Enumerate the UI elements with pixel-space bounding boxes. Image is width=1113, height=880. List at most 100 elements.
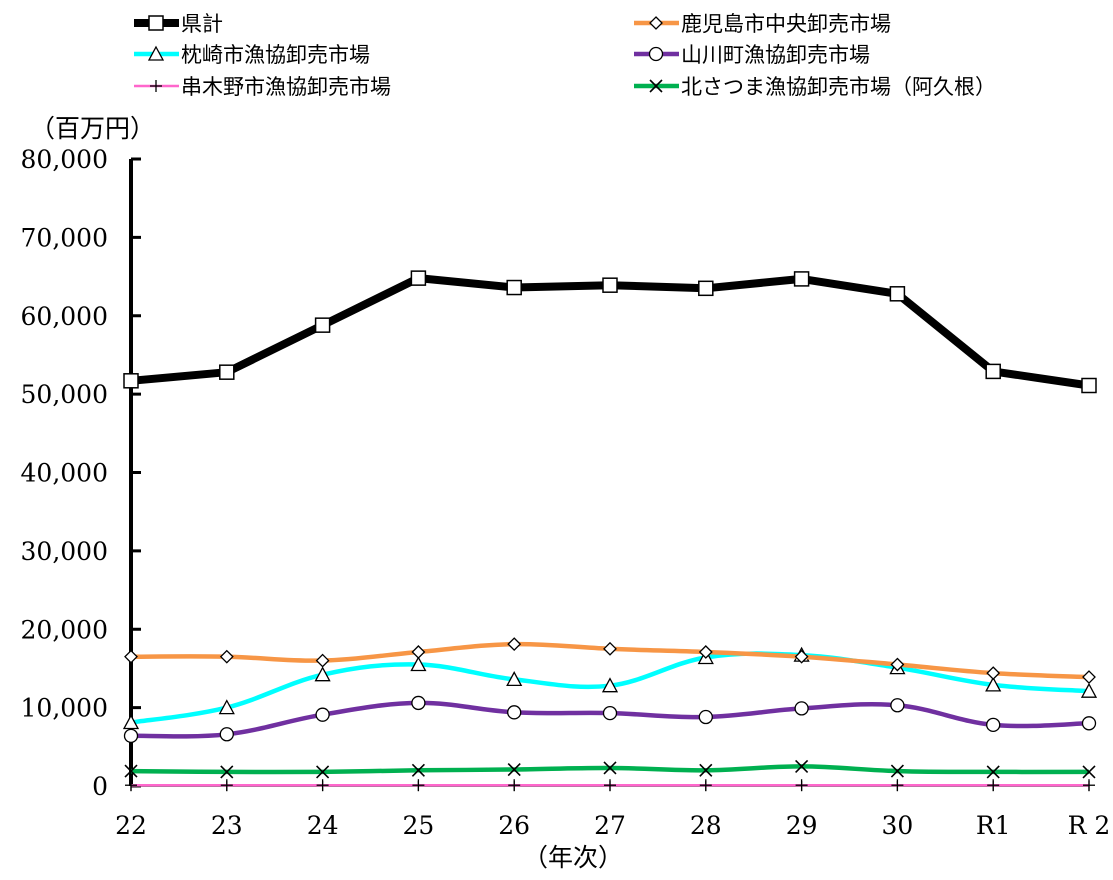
series-layer <box>122 270 1098 792</box>
data-point <box>698 645 713 659</box>
data-point <box>219 649 234 664</box>
data-point <box>891 779 904 792</box>
x-axis-unit-label: （年次） <box>523 843 623 872</box>
data-point <box>986 666 1001 681</box>
series-5 <box>125 779 1095 792</box>
data-point <box>889 286 906 302</box>
legend-label: 山川町漁協卸売市場 <box>681 43 870 67</box>
data-point <box>125 779 137 792</box>
data-point <box>987 779 1000 792</box>
legend-item: 県計 <box>134 12 223 36</box>
data-point <box>794 649 809 664</box>
data-point <box>316 779 329 792</box>
series-line <box>130 274 1090 390</box>
y-tick-label: 70,000 <box>21 223 108 252</box>
series-2 <box>124 637 1096 684</box>
legend-label: 県計 <box>181 12 223 36</box>
data-point <box>315 707 330 722</box>
data-point <box>986 717 1001 733</box>
series-3 <box>122 646 1098 730</box>
x-tick-label: 23 <box>211 811 243 840</box>
y-tick-label: 30,000 <box>21 537 108 566</box>
data-point <box>410 656 427 672</box>
y-axis-unit-label: （百万円） <box>30 114 155 143</box>
data-point <box>603 761 617 775</box>
data-point <box>316 765 330 779</box>
data-point <box>122 714 140 730</box>
legend-label: 串木野市漁協卸売市場 <box>181 75 391 99</box>
data-point <box>985 363 1001 380</box>
legend-label: 枕崎市漁協卸売市場 <box>181 43 370 67</box>
x-tick-label: 27 <box>594 811 626 840</box>
legend-marker <box>147 45 165 61</box>
data-point <box>1082 670 1096 684</box>
data-point <box>412 779 425 792</box>
legend-item: 山川町漁協卸売市場 <box>634 43 870 67</box>
data-point <box>985 676 1002 692</box>
x-tick-label: R 2 <box>1068 811 1111 840</box>
data-point <box>124 764 138 778</box>
x-tick-label: 29 <box>786 811 818 840</box>
series-6 <box>124 759 1096 779</box>
data-point <box>1081 377 1097 394</box>
x-tick-label: 22 <box>115 811 147 840</box>
y-tick-label: 20,000 <box>21 615 108 644</box>
y-tick-label: 10,000 <box>21 694 108 723</box>
data-point <box>123 373 139 389</box>
data-point <box>508 779 521 792</box>
data-point <box>601 677 619 693</box>
data-point <box>698 709 713 725</box>
x-tick-label: 30 <box>881 811 913 840</box>
legend-item: 枕崎市漁協卸売市場 <box>134 43 370 67</box>
data-point <box>604 779 616 792</box>
x-tick-label: 26 <box>498 811 530 840</box>
y-tick-label: 80,000 <box>21 145 108 174</box>
y-tick-label: 60,000 <box>21 302 108 331</box>
data-point <box>219 364 235 380</box>
data-point <box>410 270 427 286</box>
data-point <box>986 765 1000 779</box>
data-point <box>411 695 426 711</box>
data-point <box>795 759 809 773</box>
data-point <box>603 641 617 656</box>
legend-item: 串木野市漁協卸売市場 <box>134 75 391 99</box>
data-point <box>699 763 713 777</box>
data-point <box>220 779 233 792</box>
data-point <box>1082 765 1096 779</box>
legend-marker <box>649 16 663 30</box>
series-1 <box>123 270 1097 394</box>
legend-marker <box>649 79 663 93</box>
data-point <box>890 698 905 713</box>
data-point <box>699 779 712 792</box>
data-point <box>124 649 138 664</box>
data-point <box>794 701 809 716</box>
legend-label: 北さつま漁協卸売市場（阿久根） <box>681 75 996 99</box>
legend-label: 鹿児島市中央卸売市場 <box>681 12 891 36</box>
data-point <box>1080 682 1098 698</box>
data-point <box>507 762 521 777</box>
data-point <box>793 271 810 287</box>
legend-item: 鹿児島市中央卸売市場 <box>634 12 891 36</box>
x-tick-label: 24 <box>307 811 339 840</box>
data-point <box>507 705 522 720</box>
data-point <box>1081 716 1097 731</box>
data-point <box>123 728 139 743</box>
x-tick-label: 25 <box>402 811 434 840</box>
data-point <box>219 727 234 742</box>
legend-marker <box>150 80 162 92</box>
data-point <box>411 645 426 659</box>
legend-marker <box>648 46 664 62</box>
data-point <box>506 279 522 296</box>
y-tick-label: 50,000 <box>21 380 108 409</box>
data-point <box>698 280 714 297</box>
data-point <box>220 765 234 779</box>
data-point <box>411 763 425 777</box>
data-point <box>795 779 808 792</box>
x-axis-ticks: 22 23 24 25 26 27 28 29 30 R1 R 2 <box>115 781 1110 840</box>
series-4 <box>123 695 1097 743</box>
data-point <box>314 666 331 682</box>
data-point <box>315 653 330 668</box>
